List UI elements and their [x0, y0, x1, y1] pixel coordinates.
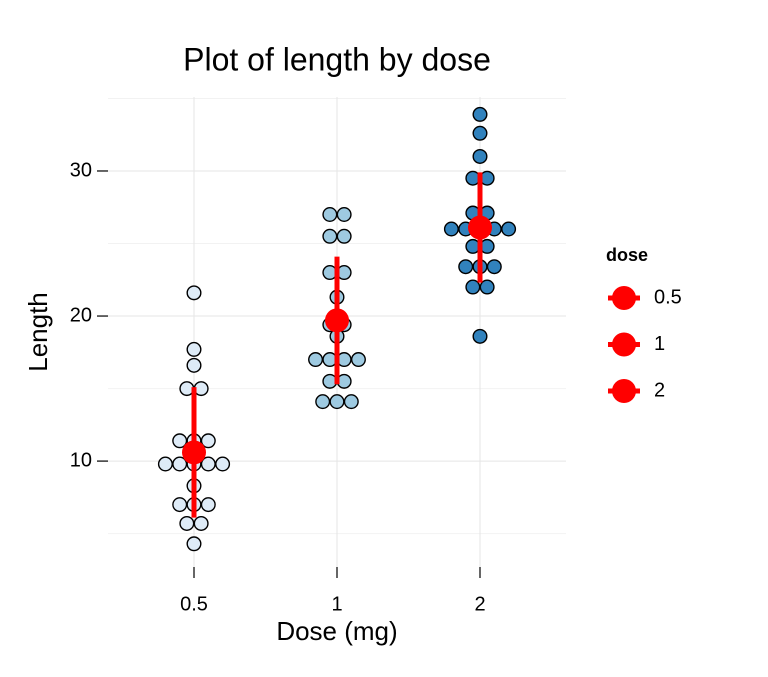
dot [186, 285, 202, 301]
dot [329, 394, 345, 410]
dot [322, 228, 338, 244]
dot [322, 206, 338, 222]
mean-point [468, 215, 492, 240]
legend-title: dose [606, 245, 648, 265]
x-axis-title: Dose (mg) [276, 616, 397, 646]
dot [172, 497, 188, 513]
y-tick-label: 30 [70, 159, 92, 181]
legend-label: 1 [654, 333, 665, 355]
dot [350, 352, 366, 368]
legend-key-point [612, 286, 636, 310]
dot [186, 536, 202, 552]
dot [479, 279, 495, 295]
dot [315, 394, 331, 410]
dot [200, 497, 216, 513]
y-tick-label: 20 [70, 304, 92, 326]
y-axis-title: Length [23, 292, 53, 372]
dot [472, 106, 488, 122]
dot [186, 357, 202, 373]
dot [215, 456, 231, 472]
dot [179, 515, 195, 531]
dot [458, 259, 474, 275]
x-tick-label: 1 [331, 593, 342, 615]
legend-key-point [612, 332, 636, 357]
dot [186, 341, 202, 357]
dot [193, 515, 209, 531]
legend-label: 2 [654, 379, 665, 401]
dot [501, 221, 517, 237]
dot [336, 228, 352, 244]
dot [200, 433, 216, 449]
dot [308, 352, 324, 368]
x-tick-label: 2 [474, 593, 485, 615]
dot [472, 328, 488, 344]
dot [157, 456, 173, 472]
dot [443, 221, 459, 237]
dot [486, 259, 502, 275]
chart-title: Plot of length by dose [183, 41, 491, 77]
dot [343, 394, 359, 410]
dot [472, 148, 488, 164]
legend-label: 0.5 [654, 286, 682, 308]
legend-key-point [612, 379, 636, 403]
dot [472, 125, 488, 141]
mean-point [325, 308, 349, 333]
mean-point [182, 440, 206, 465]
y-tick-label: 10 [70, 449, 92, 471]
dot [336, 206, 352, 222]
x-tick-label: 0.5 [180, 593, 208, 615]
